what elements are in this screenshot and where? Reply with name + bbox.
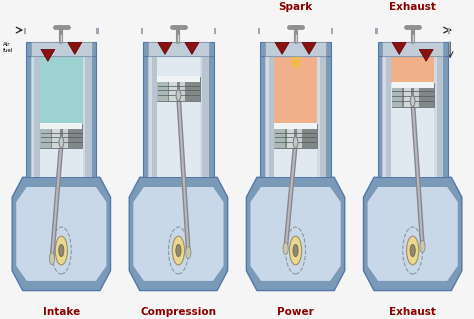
Bar <box>63 124 68 148</box>
Polygon shape <box>419 49 433 61</box>
Polygon shape <box>392 42 406 54</box>
Bar <box>53 124 60 148</box>
Bar <box>40 56 83 177</box>
Bar <box>265 42 326 56</box>
Bar <box>157 56 200 177</box>
Circle shape <box>59 244 64 256</box>
Bar <box>40 124 82 148</box>
Bar <box>377 42 448 56</box>
Bar <box>392 83 434 107</box>
Polygon shape <box>133 187 224 281</box>
Bar <box>157 76 200 82</box>
Circle shape <box>293 137 298 148</box>
Bar <box>274 123 317 130</box>
Polygon shape <box>275 42 289 54</box>
Polygon shape <box>129 177 228 291</box>
Polygon shape <box>367 187 458 281</box>
Circle shape <box>293 244 298 256</box>
Bar <box>274 56 317 177</box>
Polygon shape <box>16 187 107 281</box>
Circle shape <box>49 252 55 265</box>
Bar <box>260 42 331 56</box>
Bar <box>317 56 326 177</box>
Bar <box>317 56 319 177</box>
Text: Exhaust: Exhaust <box>389 307 436 317</box>
Text: Intake: Intake <box>43 307 80 317</box>
Polygon shape <box>302 42 316 54</box>
Bar <box>180 77 185 101</box>
Bar <box>83 56 85 177</box>
Bar <box>26 56 97 177</box>
Circle shape <box>410 244 415 256</box>
Text: Spark: Spark <box>278 2 313 11</box>
Bar <box>31 56 40 177</box>
Bar <box>148 42 209 56</box>
Circle shape <box>290 236 301 265</box>
Bar <box>391 56 434 177</box>
Circle shape <box>176 244 181 256</box>
Polygon shape <box>68 42 82 54</box>
Polygon shape <box>158 42 172 54</box>
Text: Compression: Compression <box>140 307 217 317</box>
Bar <box>83 56 92 177</box>
Circle shape <box>420 240 425 253</box>
Circle shape <box>173 236 184 265</box>
Bar <box>377 56 448 177</box>
Bar <box>383 56 386 177</box>
Bar <box>26 42 97 56</box>
Bar <box>149 56 152 177</box>
Bar <box>382 56 391 177</box>
Bar <box>287 124 294 148</box>
Bar <box>157 77 200 101</box>
Circle shape <box>176 90 181 101</box>
Circle shape <box>59 137 64 148</box>
Circle shape <box>55 236 67 265</box>
Circle shape <box>407 236 419 265</box>
Bar <box>200 56 202 177</box>
Bar <box>404 83 411 107</box>
Bar <box>274 56 317 124</box>
Bar <box>274 124 285 148</box>
Text: Air
fuel: Air fuel <box>3 42 13 53</box>
Bar <box>392 83 402 107</box>
Bar <box>260 56 331 177</box>
Bar <box>143 56 214 177</box>
Bar <box>40 123 82 130</box>
Bar <box>391 56 434 83</box>
Polygon shape <box>250 187 341 281</box>
Bar <box>265 56 274 177</box>
Bar <box>40 56 83 124</box>
Text: Exhaust: Exhaust <box>389 2 436 11</box>
Bar <box>148 56 157 177</box>
Circle shape <box>410 96 415 107</box>
Circle shape <box>283 242 288 255</box>
Circle shape <box>186 247 191 259</box>
Bar <box>143 42 214 56</box>
Polygon shape <box>185 42 199 54</box>
Bar <box>170 77 177 101</box>
Bar <box>266 56 269 177</box>
Text: Power: Power <box>277 307 314 317</box>
Polygon shape <box>364 177 462 291</box>
Bar <box>297 124 302 148</box>
Bar <box>414 83 419 107</box>
Bar <box>40 124 51 148</box>
Polygon shape <box>246 177 345 291</box>
Bar <box>200 56 209 177</box>
Bar <box>32 56 35 177</box>
Bar <box>434 56 437 177</box>
Polygon shape <box>12 177 110 291</box>
Bar <box>274 124 317 148</box>
Bar <box>31 42 92 56</box>
Bar <box>157 77 168 101</box>
Bar <box>434 56 443 177</box>
Bar <box>392 82 434 88</box>
Polygon shape <box>41 49 55 61</box>
Bar <box>382 42 443 56</box>
